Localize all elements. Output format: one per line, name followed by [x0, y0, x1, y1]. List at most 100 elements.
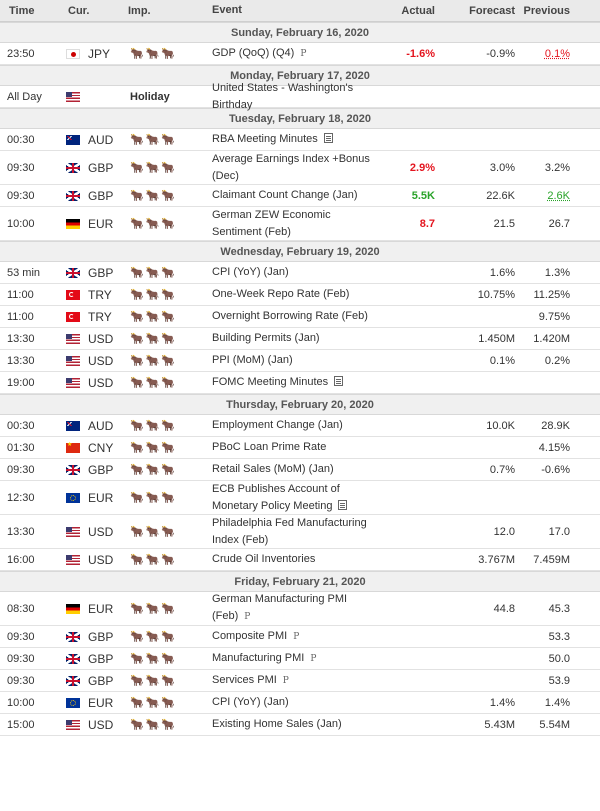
header-time[interactable]: Time: [9, 4, 35, 17]
event-row[interactable]: 09:30 GBP 🐂🐂🐂 Average Earnings Index +Bonus…: [0, 151, 600, 185]
event-row[interactable]: 23:50 JPY 🐂🐂🐂 GDP (QoQ) (Q4) P -1.6% -0.9% 0.1%: [0, 43, 600, 65]
previous-value-text: 5.54M: [539, 718, 570, 731]
event-name[interactable]: Composite PMI: [212, 629, 288, 642]
event-row[interactable]: 13:30 USD 🐂🐂🐂 Building Permits (Jan) 1.450M 1…: [0, 328, 600, 350]
country-flag-icon: [66, 603, 80, 614]
event-row[interactable]: 11:00 TRY 🐂🐂🐂 One-Week Repo Rate (Feb) 10.75…: [0, 284, 600, 306]
event-name[interactable]: Retail Sales (MoM) (Jan): [212, 463, 334, 475]
header-forecast[interactable]: Forecast: [469, 4, 515, 17]
event-name[interactable]: Existing Home Sales (Jan): [212, 718, 342, 730]
header-actual[interactable]: Actual: [401, 4, 435, 17]
actual-value: 2.9%: [409, 161, 435, 174]
event-name[interactable]: Manufacturing PMI: [212, 651, 305, 664]
currency-code: GBP: [88, 629, 114, 644]
event-name[interactable]: Average Earnings Index +Bonus (Dec): [212, 152, 370, 182]
event-row[interactable]: 09:30 GBP 🐂🐂🐂 Manufacturing PMI P 50.0: [0, 648, 600, 670]
event-name[interactable]: Building Permits (Jan): [212, 332, 320, 344]
currency-cell: AUD: [60, 419, 128, 433]
event-row[interactable]: 08:30 EUR 🐂🐂🐂 German Manufacturing PMI (Feb…: [0, 592, 600, 626]
country-flag-icon: [66, 134, 80, 145]
importance-bull-icons: 🐂🐂🐂: [130, 554, 178, 566]
importance-bull-icons: 🐂🐂🐂: [130, 464, 178, 476]
event-row[interactable]: 12:30 EUR 🐂🐂🐂 ECB Publishes Account of Mone…: [0, 481, 600, 515]
event-name[interactable]: CPI (YoY) (Jan): [212, 266, 289, 278]
event-name[interactable]: Claimant Count Change (Jan): [212, 189, 358, 201]
event-row[interactable]: 00:30 AUD 🐂🐂🐂 RBA Meeting Minutes: [0, 129, 600, 151]
event-name[interactable]: ECB Publishes Account of Monetary Policy…: [212, 482, 340, 512]
document-icon[interactable]: [338, 499, 348, 510]
event-row[interactable]: 09:30 GBP 🐂🐂🐂 Services PMI P 53.9: [0, 670, 600, 692]
event-name[interactable]: One-Week Repo Rate (Feb): [212, 288, 350, 300]
currency-cell: EUR: [60, 491, 128, 505]
event-row[interactable]: 15:00 USD 🐂🐂🐂 Existing Home Sales (Jan) 5.43…: [0, 714, 600, 736]
previous-value: 3.2%: [517, 162, 600, 174]
event-row[interactable]: 00:30 AUD 🐂🐂🐂 Employment Change (Jan) 10.0K 2…: [0, 415, 600, 437]
document-icon[interactable]: [323, 133, 333, 143]
previous-value-text: 11.25%: [533, 288, 571, 301]
event-name[interactable]: German Manufacturing PMI (Feb): [212, 593, 348, 622]
event-row[interactable]: 19:00 USD 🐂🐂🐂 FOMC Meeting Minutes: [0, 372, 600, 394]
event-name[interactable]: United States - Washington's Birthday: [212, 81, 354, 111]
document-icon[interactable]: [334, 376, 344, 386]
event-row[interactable]: 13:30 USD 🐂🐂🐂 PPI (MoM) (Jan) 0.1% 0.2%: [0, 350, 600, 372]
event-name[interactable]: Services PMI: [212, 673, 277, 686]
header-event[interactable]: Event: [212, 4, 242, 16]
event-name[interactable]: CPI (YoY) (Jan): [212, 696, 289, 708]
event-name[interactable]: Employment Change (Jan): [212, 419, 343, 431]
event-name[interactable]: Crude Oil Inventories: [212, 553, 316, 565]
event-row[interactable]: 09:30 GBP 🐂🐂🐂 Claimant Count Change (Jan) 5.…: [0, 185, 600, 207]
currency-code: GBP: [88, 188, 114, 203]
importance-bull-icons: 🐂🐂🐂: [130, 355, 178, 367]
event-time: 10:00: [7, 217, 35, 230]
economic-calendar: Time Cur. Imp. Event Actual Forecast Pre…: [0, 0, 600, 736]
event-name[interactable]: Overnight Borrowing Rate (Feb): [212, 310, 368, 322]
forecast-value: 5.43M: [484, 718, 515, 731]
header-currency[interactable]: Cur.: [68, 4, 90, 17]
event-row[interactable]: 09:30 GBP 🐂🐂🐂 Retail Sales (MoM) (Jan) 0.7% -…: [0, 459, 600, 481]
event-row[interactable]: 13:30 USD 🐂🐂🐂 Philadelphia Fed Manufacturin…: [0, 515, 600, 549]
importance-bull-icons: 🐂🐂🐂: [130, 333, 178, 345]
currency-cell: CNY: [60, 441, 128, 455]
event-name[interactable]: Philadelphia Fed Manufacturing Index (Fe…: [212, 516, 367, 546]
event-name[interactable]: RBA Meeting Minutes: [212, 133, 318, 145]
event-name[interactable]: FOMC Meeting Minutes: [212, 376, 329, 388]
currency-code: JPY: [88, 46, 111, 61]
event-row[interactable]: 53 min GBP 🐂🐂🐂 CPI (YoY) (Jan) 1.6% 1.3%: [0, 262, 600, 284]
previous-value: 50.0: [517, 653, 600, 665]
previous-value: 9.75%: [517, 311, 600, 323]
importance-bull-icons: 🐂🐂🐂: [130, 134, 178, 146]
importance-bull-icons: 🐂🐂🐂: [130, 675, 178, 687]
forecast-value: 3.767M: [478, 553, 515, 566]
currency-cell: USD: [60, 553, 128, 567]
currency-cell: USD: [60, 332, 128, 346]
event-cell: Philadelphia Fed Manufacturing Index (Fe…: [208, 515, 383, 549]
previous-value: 7.459M: [517, 554, 600, 566]
previous-value: -0.6%: [517, 464, 600, 476]
table-header: Time Cur. Imp. Event Actual Forecast Pre…: [0, 0, 600, 22]
country-flag-icon: [66, 48, 80, 59]
header-previous[interactable]: Previous: [523, 4, 570, 17]
previous-value: 26.7: [517, 218, 600, 230]
event-time: 09:30: [7, 189, 35, 202]
currency-code: GBP: [88, 651, 114, 666]
event-name[interactable]: PPI (MoM) (Jan): [212, 354, 293, 366]
event-row[interactable]: 09:30 GBP 🐂🐂🐂 Composite PMI P 53.3: [0, 626, 600, 648]
actual-value: 5.5K: [411, 189, 435, 202]
event-row[interactable]: 10:00 EUR 🐂🐂🐂 CPI (YoY) (Jan) 1.4% 1.4%: [0, 692, 600, 714]
event-name[interactable]: German ZEW Economic Sentiment (Feb): [212, 208, 331, 238]
event-cell: One-Week Repo Rate (Feb): [208, 286, 383, 303]
event-row[interactable]: 11:00 TRY 🐂🐂🐂 Overnight Borrowing Rate (Feb…: [0, 306, 600, 328]
event-cell: Composite PMI P: [208, 628, 383, 646]
event-row[interactable]: 01:30 CNY 🐂🐂🐂 PBoC Loan Prime Rate 4.15%: [0, 437, 600, 459]
event-time: 23:50: [7, 47, 35, 60]
header-importance[interactable]: Imp.: [128, 4, 151, 17]
event-name[interactable]: PBoC Loan Prime Rate: [212, 441, 327, 453]
event-name[interactable]: GDP (QoQ) (Q4): [212, 46, 295, 59]
event-time: 01:30: [7, 441, 35, 454]
forecast-value: 0.1%: [489, 354, 515, 367]
previous-value: 1.420M: [517, 333, 600, 345]
event-row[interactable]: 16:00 USD 🐂🐂🐂 Crude Oil Inventories 3.767M 7.…: [0, 549, 600, 571]
currency-cell: USD: [60, 718, 128, 732]
event-row[interactable]: All Day Holiday United States - Washington…: [0, 82, 600, 111]
event-row[interactable]: 10:00 EUR 🐂🐂🐂 German ZEW Economic Sentiment…: [0, 207, 600, 241]
